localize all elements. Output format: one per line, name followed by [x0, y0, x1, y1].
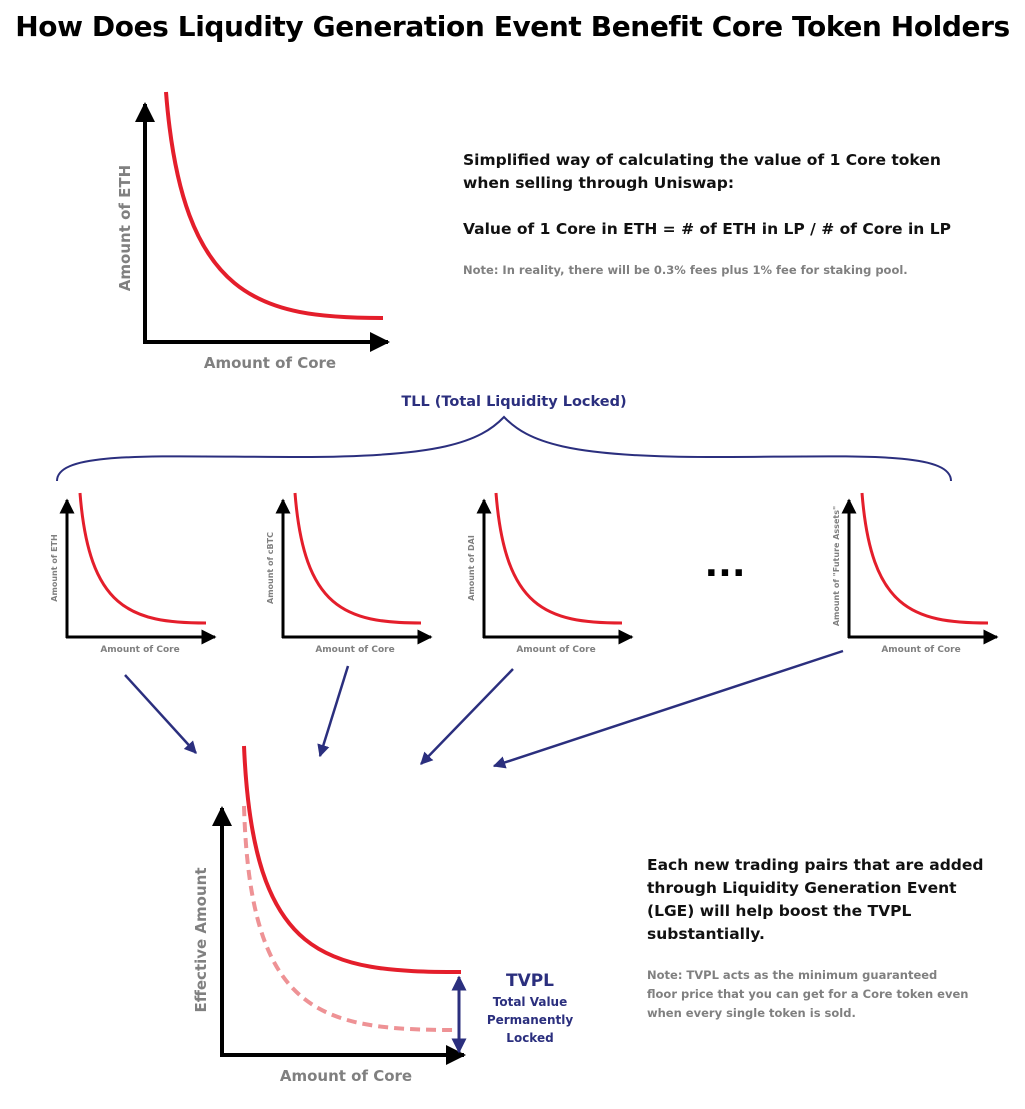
tvpl-line-1: Total Value — [492, 995, 568, 1009]
tvpl-line-2: Permanently — [486, 1013, 574, 1027]
tvpl-note-line-1: Note: TVPL acts as the minimum guarantee… — [647, 968, 938, 982]
pair-chart-dai-ylabel: Amount of DAI — [467, 535, 476, 601]
combined-chart-ylabel: Effective Amount — [192, 867, 210, 1012]
top-chart-xlabel: Amount of Core — [204, 354, 336, 372]
pair-chart-future-assets: Amount of Core Amount of "Future Assets" — [832, 492, 999, 655]
pair-chart-dai: Amount of Core Amount of DAI — [467, 492, 634, 655]
pair-chart-future-ylabel: Amount of "Future Assets" — [832, 506, 841, 626]
pair-chart-dai-curve — [494, 492, 623, 625]
arrow-eth-to-combined — [124, 674, 197, 754]
tll-brace — [56, 415, 952, 482]
more-pairs-ellipsis: ... — [704, 544, 745, 585]
pair-chart-cbtc-curve — [293, 492, 422, 625]
pair-chart-eth-xlabel: Amount of Core — [100, 645, 179, 655]
explanation-line-2: when selling through Uniswap: — [463, 174, 735, 192]
arrow-future-to-combined — [492, 649, 844, 769]
pair-chart-cbtc-ylabel: Amount of cBTC — [266, 532, 275, 604]
tvpl-note-line-3: when every single token is sold. — [647, 1006, 856, 1020]
pair-chart-dai-xlabel: Amount of Core — [516, 645, 595, 655]
benefit-line-4: substantially. — [647, 925, 765, 943]
formula: Value of 1 Core in ETH = # of ETH in LP … — [463, 220, 951, 238]
tvpl-note-line-2: floor price that you can get for a Core … — [647, 987, 969, 1001]
tvpl-abbr: TVPL — [505, 971, 555, 991]
pair-chart-cbtc-xlabel: Amount of Core — [315, 645, 394, 655]
pair-chart-future-curve — [860, 492, 989, 625]
pair-chart-eth-ylabel: Amount of ETH — [50, 534, 59, 601]
combined-chart-original-curve — [242, 805, 457, 1032]
arrow-dai-to-combined — [420, 668, 514, 765]
benefit-line-1: Each new trading pairs that are added — [647, 856, 984, 874]
combined-chart-xlabel: Amount of Core — [280, 1067, 412, 1085]
arrow-cbtc-to-combined — [317, 665, 350, 758]
top-chart: Amount of Core Amount of ETH — [116, 91, 390, 372]
top-chart-ylabel: Amount of ETH — [116, 165, 134, 291]
top-chart-curve — [164, 91, 384, 320]
pair-chart-future-xlabel: Amount of Core — [881, 645, 960, 655]
benefit-line-3: (LGE) will help boost the TVPL — [647, 902, 912, 920]
benefit-line-2: through Liquidity Generation Event — [647, 879, 957, 897]
fee-note: Note: In reality, there will be 0.3% fee… — [463, 263, 908, 277]
explanation-line-1: Simplified way of calculating the value … — [463, 151, 941, 169]
tvpl-line-3: Locked — [506, 1031, 554, 1045]
pair-chart-eth: Amount of Core Amount of ETH — [50, 492, 217, 655]
tll-label: TLL (Total Liquidity Locked) — [401, 394, 626, 410]
pair-chart-eth-curve — [78, 492, 207, 625]
pair-chart-cbtc: Amount of Core Amount of cBTC — [266, 492, 433, 655]
combined-chart: Amount of Core Effective Amount — [192, 745, 467, 1085]
page-title: How Does Liqudity Generation Event Benef… — [15, 10, 1010, 43]
combined-chart-boosted-curve — [242, 745, 462, 974]
